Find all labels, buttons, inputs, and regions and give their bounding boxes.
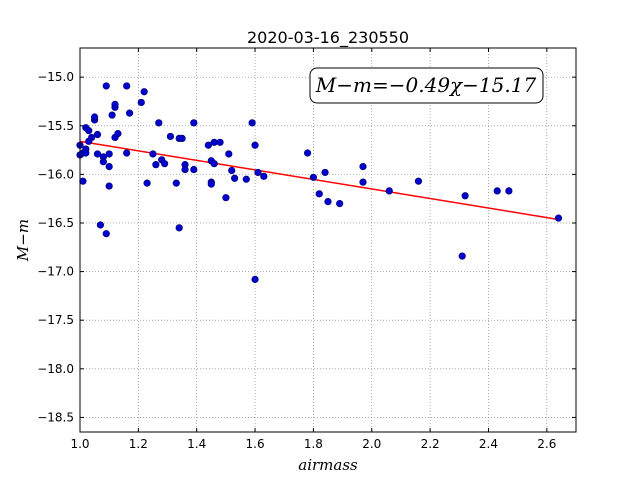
data-point — [143, 179, 151, 187]
x-tick-label: 1.6 — [246, 437, 265, 451]
data-point — [231, 174, 239, 182]
x-tick-label: 1.8 — [304, 437, 323, 451]
x-tick-label: 1.4 — [187, 437, 206, 451]
data-point — [155, 119, 163, 127]
data-point — [315, 190, 323, 198]
data-point — [102, 82, 110, 90]
data-point — [172, 179, 180, 187]
data-point — [149, 150, 157, 158]
data-point — [108, 111, 116, 119]
data-point — [96, 221, 105, 229]
data-point — [248, 119, 256, 127]
x-axis-ticks: 1.0 1.2 1.4 1.6 1.8 2.0 2.2 2.4 2.6 — [70, 48, 556, 451]
data-point — [251, 275, 259, 283]
data-point — [225, 150, 233, 158]
data-point — [181, 165, 189, 174]
y-tick-label: −16.5 — [37, 216, 74, 230]
x-axis-label: airmass — [298, 456, 358, 474]
data-point — [505, 187, 513, 195]
data-point — [166, 132, 175, 141]
data-point — [82, 149, 90, 157]
data-point — [161, 160, 169, 168]
data-point — [458, 252, 466, 260]
grid-lines — [79, 48, 576, 432]
y-tick-label: −15.5 — [37, 119, 74, 133]
data-point — [461, 192, 469, 200]
y-tick-label: −16.0 — [37, 167, 74, 181]
data-point — [324, 198, 332, 206]
y-tick-label: −17.0 — [37, 265, 74, 279]
x-tick-label: 2.6 — [537, 437, 556, 451]
data-point — [105, 150, 113, 158]
data-point — [105, 163, 113, 171]
data-point — [88, 133, 96, 142]
y-tick-label: −17.5 — [37, 313, 74, 327]
data-point — [204, 141, 212, 149]
data-point — [359, 178, 367, 186]
data-point — [210, 160, 218, 168]
data-point — [152, 161, 160, 169]
fit-line — [79, 140, 559, 221]
data-point — [385, 187, 393, 195]
x-tick-label: 2.2 — [421, 437, 440, 451]
data-point — [242, 175, 250, 183]
data-point — [554, 214, 563, 222]
x-tick-label: 2.4 — [479, 437, 498, 451]
data-point — [140, 88, 148, 96]
data-point — [251, 141, 259, 149]
data-point — [137, 98, 145, 107]
data-point — [493, 187, 501, 195]
data-point — [102, 230, 110, 238]
data-point — [336, 199, 344, 208]
y-tick-label: −18.0 — [37, 362, 74, 376]
y-tick-label: −18.5 — [37, 410, 74, 424]
data-point — [222, 194, 230, 202]
y-tick-label: −15.0 — [37, 70, 74, 84]
data-point — [207, 180, 215, 188]
data-point — [303, 149, 312, 157]
annotation-text: M−m=−0.49χ−15.17 — [315, 73, 537, 97]
plot-frame — [79, 47, 577, 433]
data-point — [105, 182, 113, 190]
data-point — [254, 168, 262, 177]
data-point — [93, 130, 102, 139]
x-tick-label: 1.0 — [70, 437, 89, 451]
data-point — [111, 100, 119, 108]
data-point — [190, 119, 198, 127]
data-point — [309, 173, 318, 181]
data-point — [114, 129, 122, 138]
data-point — [321, 168, 329, 177]
data-point — [85, 127, 93, 135]
data-point — [123, 149, 131, 157]
chart-title: 2020-03-16_230550 — [247, 28, 409, 48]
x-tick-label: 1.2 — [129, 437, 148, 451]
data-point — [414, 177, 423, 185]
y-axis-ticks: −15.0 −15.5 −16.0 −16.5 −17.0 −17.5 −18.0 −18.5 — [37, 70, 576, 424]
data-point — [99, 158, 107, 166]
data-point — [79, 177, 87, 185]
data-point — [126, 109, 134, 117]
data-point — [175, 224, 183, 232]
data-point — [90, 113, 99, 121]
data-point — [190, 165, 198, 174]
data-point — [228, 166, 236, 175]
y-axis-label: M−m — [14, 219, 32, 262]
data-point — [123, 82, 131, 90]
data-point — [93, 150, 102, 158]
data-point — [178, 134, 186, 143]
fit-annotation: M−m=−0.49χ−15.17 — [309, 67, 544, 104]
data-point — [359, 163, 367, 171]
x-tick-label: 2.0 — [362, 437, 381, 451]
data-point — [216, 138, 224, 146]
data-points — [76, 82, 563, 283]
annotation-box — [309, 67, 544, 104]
data-point — [260, 172, 268, 180]
